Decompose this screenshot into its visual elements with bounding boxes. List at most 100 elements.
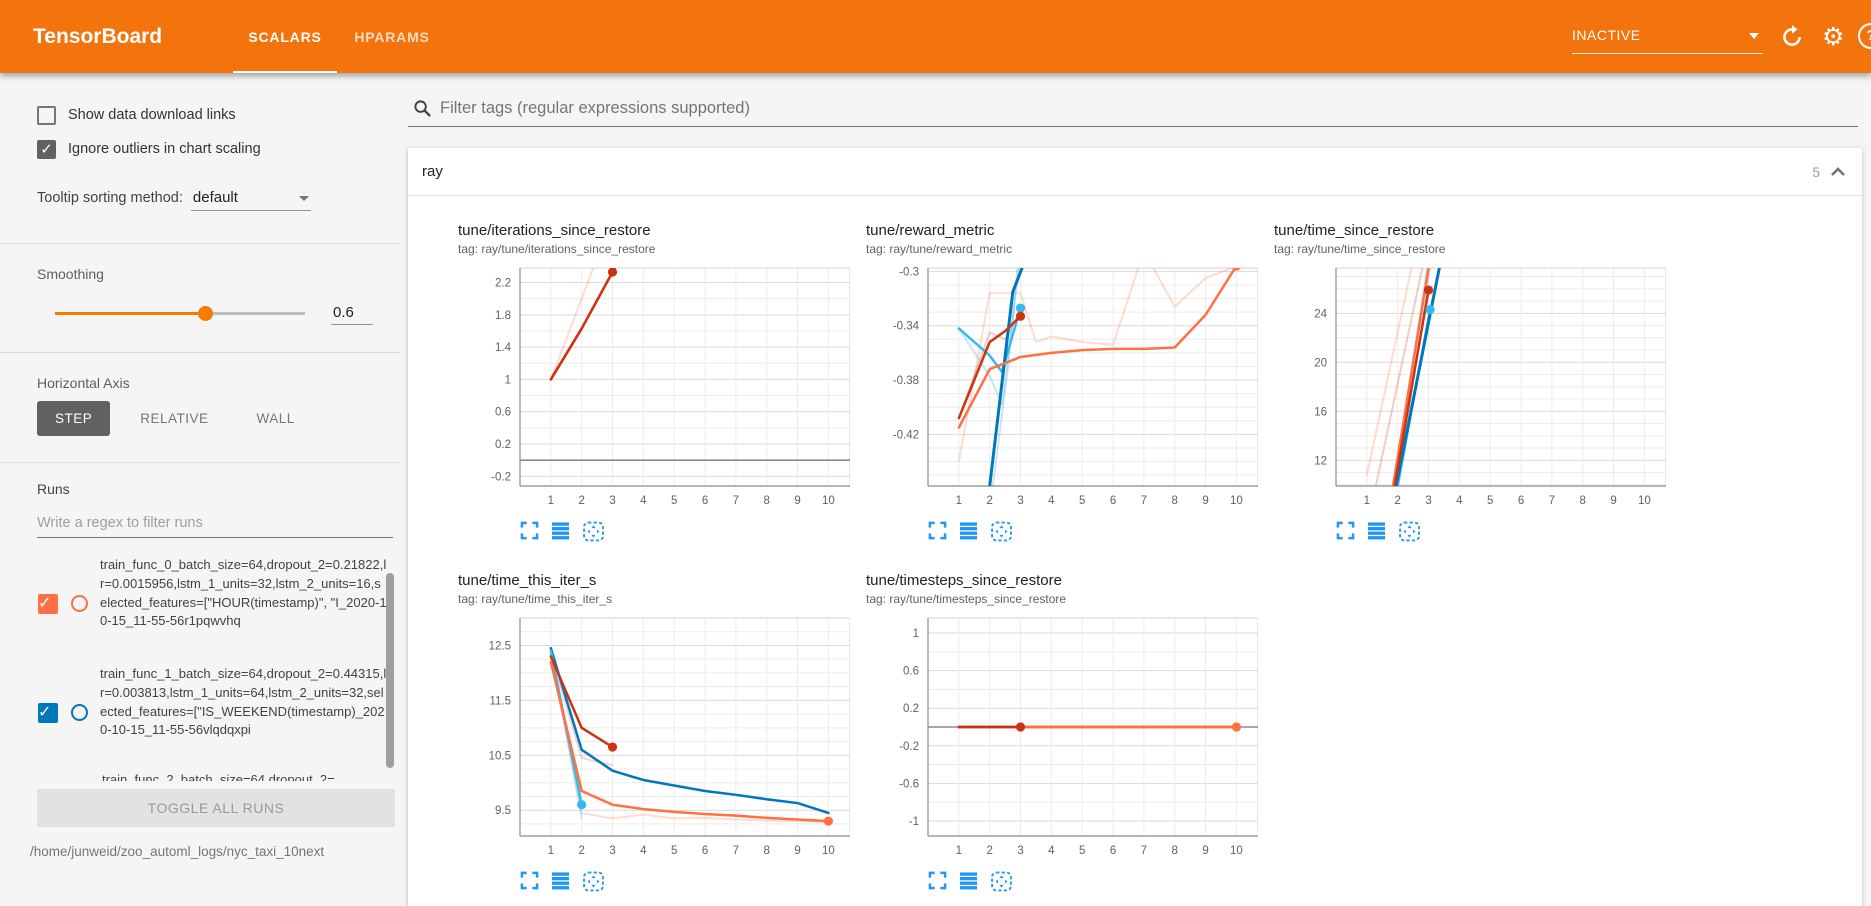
svg-text:7: 7 (733, 495, 739, 507)
chevron-up-icon[interactable] (1830, 166, 1846, 177)
fit-domain-icon[interactable] (990, 871, 1013, 892)
svg-text:4: 4 (640, 845, 647, 857)
svg-text:5: 5 (671, 845, 677, 857)
run-radio[interactable] (71, 595, 88, 612)
fullscreen-icon[interactable] (520, 871, 539, 890)
svg-text:9: 9 (794, 845, 800, 857)
ignore-outliers-row[interactable]: ✓ Ignore outliers in chart scaling (37, 137, 400, 161)
svg-text:7: 7 (1141, 495, 1147, 507)
ray-section-header[interactable]: ray 5 (408, 148, 1862, 196)
svg-text:10: 10 (1230, 845, 1243, 857)
smoothing-slider-fill (55, 311, 205, 315)
chart-card: tune/time_this_iter_s tag: ray/tune/time_… (450, 572, 858, 892)
svg-text:10.5: 10.5 (489, 750, 511, 762)
svg-text:10: 10 (822, 845, 835, 857)
svg-text:24: 24 (1314, 308, 1327, 320)
tooltip-sorting-dropdown[interactable]: default (190, 187, 311, 211)
run-selector-icon[interactable] (550, 521, 571, 540)
run-list-item[interactable]: ✓ train_func_0_batch_size=64,dropout_2=0… (38, 556, 400, 651)
run-selector-icon[interactable] (958, 521, 979, 540)
svg-text:-1: -1 (909, 816, 919, 828)
svg-text:1: 1 (548, 845, 554, 857)
chart-title: tune/time_since_restore (1274, 222, 1435, 239)
run-status-value: INACTIVE (1572, 27, 1641, 43)
run-checkbox[interactable]: ✓ (38, 702, 58, 723)
filter-tags-bar[interactable]: Filter tags (regular expressions support… (408, 90, 1858, 127)
run-selector-icon[interactable] (550, 871, 571, 890)
axis-relative-button[interactable]: RELATIVE (140, 411, 209, 426)
svg-text:1: 1 (956, 845, 962, 857)
fullscreen-icon[interactable] (928, 521, 947, 540)
tab-hparams[interactable]: HPARAMS (337, 0, 447, 73)
help-icon[interactable]: ? (1858, 23, 1871, 49)
run-name: train_func_1_batch_size=64,dropout_2=0.4… (100, 666, 387, 738)
filter-tags-input[interactable]: Filter tags (regular expressions support… (440, 98, 750, 117)
runs-label: Runs (37, 481, 70, 497)
svg-text:10: 10 (822, 495, 835, 507)
svg-text:6: 6 (1110, 845, 1116, 857)
axis-wall-button[interactable]: WALL (256, 411, 295, 426)
svg-text:11.5: 11.5 (489, 695, 511, 707)
refresh-icon[interactable] (1779, 24, 1805, 50)
toggle-all-runs-button[interactable]: TOGGLE ALL RUNS (37, 789, 395, 827)
sidebar: ✓ Show data download links ✓ Ignore outl… (0, 73, 400, 906)
divider (0, 243, 400, 244)
run-status-dropdown[interactable]: INACTIVE (1572, 20, 1763, 54)
svg-text:5: 5 (1487, 495, 1493, 507)
run-selector-icon[interactable] (958, 871, 979, 890)
svg-text:10: 10 (1230, 495, 1243, 507)
ignore-outliers-checkbox[interactable]: ✓ (37, 139, 56, 159)
smoothing-slider[interactable] (55, 305, 305, 321)
chart-title: tune/time_this_iter_s (458, 572, 597, 589)
fullscreen-icon[interactable] (520, 521, 539, 540)
search-icon (414, 99, 431, 117)
svg-text:1: 1 (956, 495, 962, 507)
show-download-links-row[interactable]: ✓ Show data download links (37, 103, 400, 127)
show-download-links-checkbox[interactable]: ✓ (37, 105, 56, 125)
tooltip-sorting-label: Tooltip sorting method: (37, 190, 183, 206)
smoothing-slider-thumb[interactable] (198, 305, 213, 321)
svg-text:9: 9 (1202, 845, 1208, 857)
svg-text:0.2: 0.2 (903, 703, 919, 715)
chart-title: tune/iterations_since_restore (458, 222, 651, 239)
svg-text:9: 9 (1610, 495, 1616, 507)
smoothing-value[interactable]: 0.6 (331, 302, 373, 325)
svg-text:8: 8 (764, 845, 770, 857)
fit-domain-icon[interactable] (582, 871, 605, 892)
run-checkbox[interactable]: ✓ (38, 593, 58, 614)
ignore-outliers-label: Ignore outliers in chart scaling (68, 141, 261, 157)
svg-text:1: 1 (505, 374, 511, 386)
runs-filter-input[interactable]: Write a regex to filter runs (37, 511, 393, 538)
fit-domain-icon[interactable] (990, 521, 1013, 542)
gear-icon[interactable]: ⚙ (1822, 23, 1845, 51)
tab-scalars[interactable]: SCALARS (233, 0, 337, 73)
fullscreen-icon[interactable] (928, 871, 947, 890)
chart-card: tune/reward_metric tag: ray/tune/reward_m… (858, 222, 1266, 542)
svg-text:-0.3: -0.3 (899, 266, 919, 278)
run-radio[interactable] (71, 704, 88, 721)
run-selector-icon[interactable] (1366, 521, 1387, 540)
charts-row-2: tune/time_this_iter_s tag: ray/tune/time_… (450, 572, 1862, 892)
svg-text:3: 3 (609, 495, 615, 507)
fit-domain-icon[interactable] (582, 521, 605, 542)
svg-text:-0.6: -0.6 (899, 778, 919, 790)
svg-text:1.8: 1.8 (495, 310, 511, 322)
fit-domain-icon[interactable] (1398, 521, 1421, 542)
svg-text:0.2: 0.2 (495, 439, 511, 451)
svg-text:6: 6 (702, 495, 708, 507)
chart-plot: -0.2 0.2 0.6 1 1.4 1.8 2.2 1 2 3 4 5 6 7 8 9 10 (491, 267, 851, 507)
run-list-item[interactable]: ✓ train_func_1_batch_size=64,dropout_2=0… (38, 665, 400, 760)
svg-text:2: 2 (1394, 495, 1400, 507)
runs-scrollbar[interactable] (386, 573, 394, 768)
fullscreen-icon[interactable] (1336, 521, 1355, 540)
svg-text:4: 4 (1048, 845, 1055, 857)
svg-text:5: 5 (1079, 495, 1085, 507)
chart-plot: 9.5 10.5 11.5 12.5 1 2 3 4 5 6 7 8 9 10 (489, 617, 851, 857)
axis-step-button[interactable]: STEP (37, 401, 111, 436)
run-name[interactable]: train_func_2_batch_size=64,dropout_2= (102, 772, 335, 781)
svg-text:3: 3 (1017, 845, 1023, 857)
chart-tag: tag: ray/tune/time_since_restore (1274, 242, 1446, 256)
charts-row-1: tune/iterations_since_restore tag: ray/tu… (450, 222, 1862, 542)
svg-text:2.2: 2.2 (495, 278, 511, 290)
svg-text:3: 3 (609, 845, 615, 857)
